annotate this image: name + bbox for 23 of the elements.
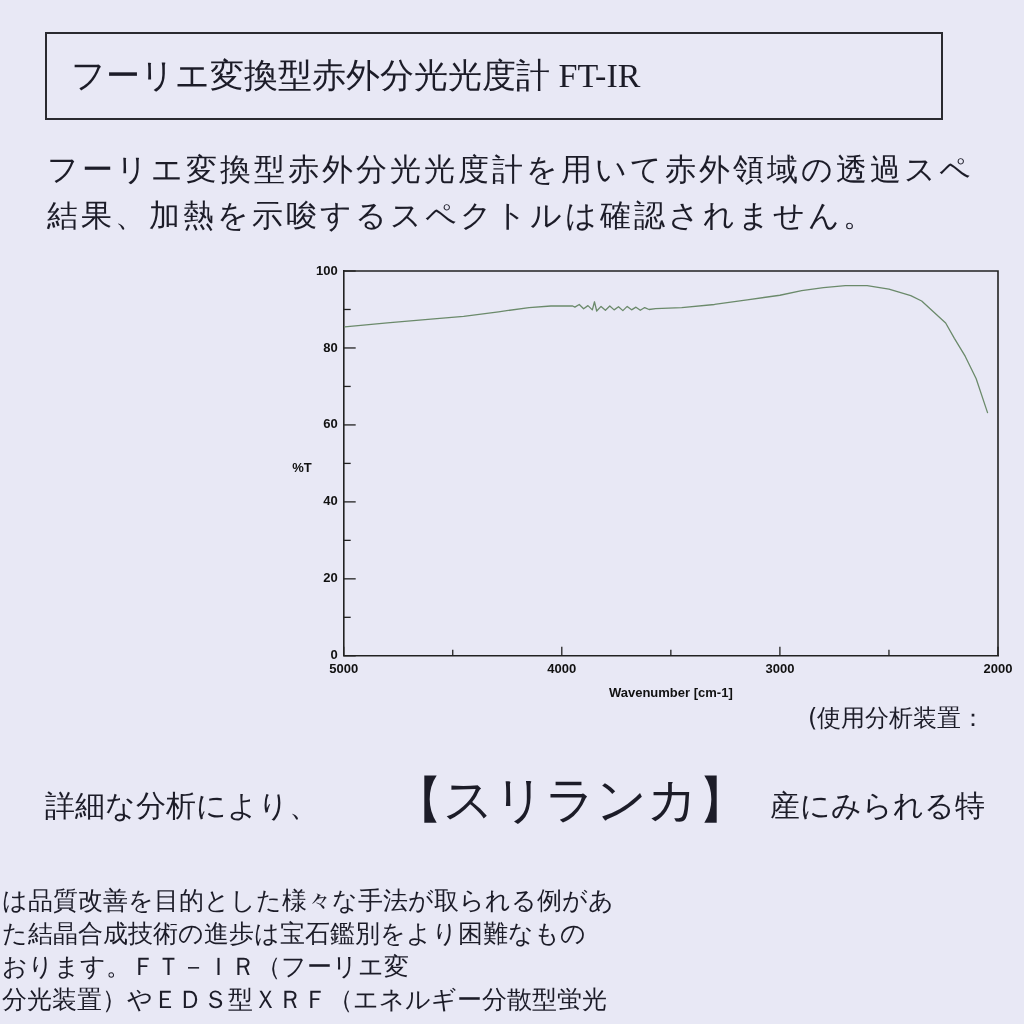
y-tick-label: 60 [323, 416, 338, 432]
chart-title: フーリエ変換型赤外分光光度計 FT-IR [71, 56, 641, 96]
x-axis-title: Wavenumber [cm-1] [608, 684, 733, 700]
text: (使用分析装置： [808, 704, 986, 733]
y-axis-title: %T [292, 459, 312, 475]
text: 詳細な分析により、 [45, 788, 319, 824]
y-tick-label: 20 [323, 570, 338, 586]
text: た結晶合成技術の進歩は宝石鑑別をより困難なもの [2, 919, 586, 949]
chart-subtitle: フーリエ変換型赤外分光光度計を用いて赤外領域の透過スペ [47, 150, 974, 189]
text: は品質改善を目的とした様々な手法が取られる例があ [2, 886, 614, 916]
y-tick-label: 40 [323, 493, 338, 509]
y-tick-label: 0 [330, 647, 338, 663]
text: 産にみられる特 [770, 788, 985, 824]
text: おります。ＦＴ－ＩＲ（フーリエ変 [2, 952, 409, 982]
text: 【スリランカ】 [393, 771, 748, 830]
x-tick-label: 2000 [983, 661, 1013, 677]
text: 分光装置）やＥＤＳ型ＸＲＦ（エネルギー分散型蛍光 [2, 985, 607, 1015]
x-tick-label: 3000 [765, 661, 795, 677]
y-tick-label: 100 [315, 262, 338, 278]
x-tick-label: 5000 [329, 661, 359, 677]
text: 結果、加熱を示唆するスペクトルは確認されません。 [47, 196, 877, 235]
y-tick-label: 80 [323, 339, 338, 355]
x-tick-label: 4000 [547, 661, 577, 677]
